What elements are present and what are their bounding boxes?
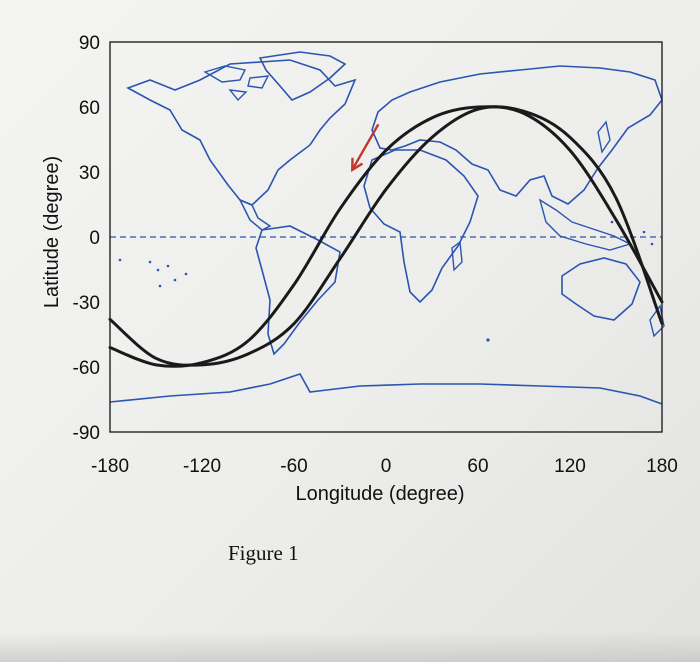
- x-tick-label: -60: [280, 456, 307, 477]
- x-tick-label: 180: [646, 456, 678, 477]
- y-tick-label: 60: [79, 98, 100, 119]
- y-tick-label: 30: [79, 163, 100, 184]
- coastline-africa: [363, 149, 479, 304]
- coastline-madagascar: [451, 240, 463, 272]
- coastline-greenland: [258, 51, 347, 101]
- x-axis-title: Longitude (degree): [295, 483, 464, 505]
- y-tick-label: -60: [73, 358, 100, 379]
- pacific-islands: [118, 220, 654, 342]
- coastline-canadian-islands: [203, 65, 270, 102]
- x-tick-label: -180: [91, 456, 129, 477]
- y-tick-label: 90: [79, 33, 100, 54]
- world-map: [109, 51, 665, 405]
- annotation-layer: [351, 123, 380, 173]
- series-2-line: [108, 105, 664, 367]
- series-layer: [108, 105, 664, 368]
- figure-caption: Figure 1: [228, 541, 299, 565]
- y-tick-labels: 90 60 30 0 -30 -60 -90: [73, 33, 100, 444]
- coastline-central-america: [238, 198, 272, 231]
- page-edge-shadow: [0, 632, 700, 662]
- coastline-antarctica: [109, 373, 663, 405]
- coastline-australia: [561, 257, 641, 321]
- x-tick-label: 120: [554, 456, 586, 477]
- x-tick-labels: -180 -120 -60 0 60 120 180: [91, 456, 678, 477]
- y-tick-label: -30: [73, 293, 100, 314]
- y-tick-label: -90: [73, 423, 100, 444]
- coastline-south-america: [255, 225, 341, 356]
- coastline-europe-asia: [371, 65, 663, 205]
- plot-frame: [109, 41, 663, 433]
- coastline-north-america: [126, 59, 357, 206]
- y-tick-label: 0: [89, 228, 100, 249]
- x-tick-label: -120: [183, 456, 221, 477]
- coastline-southeast-asia: [538, 198, 632, 251]
- coastline-japan: [597, 120, 611, 154]
- x-tick-label: 60: [467, 456, 488, 477]
- x-tick-label: 0: [381, 456, 392, 477]
- series-1-line: [108, 105, 664, 368]
- red-arrow-annotation: [351, 123, 380, 173]
- y-axis-title: Latitude (degree): [41, 156, 63, 308]
